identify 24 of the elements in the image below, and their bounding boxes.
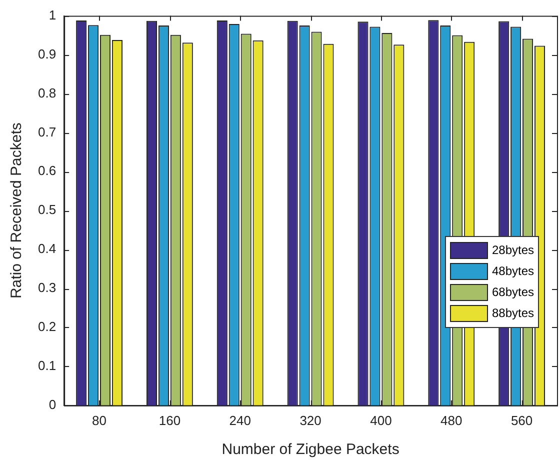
legend-label: 28bytes bbox=[492, 243, 534, 258]
y-tick-label: 0.5 bbox=[38, 202, 56, 218]
y-tick-label: 0 bbox=[48, 396, 56, 412]
legend-label: 48bytes bbox=[492, 264, 534, 278]
y-tick-label: 0.7 bbox=[38, 124, 56, 140]
x-tick-label: 560 bbox=[510, 412, 533, 428]
x-tick-label: 80 bbox=[92, 412, 107, 428]
legend-label: 88bytes bbox=[492, 306, 534, 320]
y-tick-label: 0.6 bbox=[38, 163, 56, 178]
x-tick-label: 400 bbox=[370, 412, 392, 428]
y-tick-label: 0.4 bbox=[38, 241, 56, 256]
x-tick-label: 160 bbox=[158, 412, 181, 428]
x-axis-title: Number of Zigbee Packets bbox=[222, 441, 400, 458]
x-tick-label: 240 bbox=[229, 412, 251, 428]
y-tick-label: 0.1 bbox=[38, 358, 56, 374]
y-tick-label: 0.3 bbox=[38, 280, 56, 296]
x-tick-label: 320 bbox=[300, 412, 322, 428]
y-tick-label: 0.9 bbox=[38, 46, 56, 62]
y-axis-title: Ratio of Received Packets bbox=[8, 122, 26, 299]
y-tick-label: 1 bbox=[48, 7, 56, 22]
x-tick-label: 480 bbox=[440, 412, 462, 428]
y-tick-label: 0.2 bbox=[38, 319, 56, 334]
y-tick-label: 0.8 bbox=[38, 85, 56, 100]
legend-label: 68bytes bbox=[492, 285, 534, 300]
